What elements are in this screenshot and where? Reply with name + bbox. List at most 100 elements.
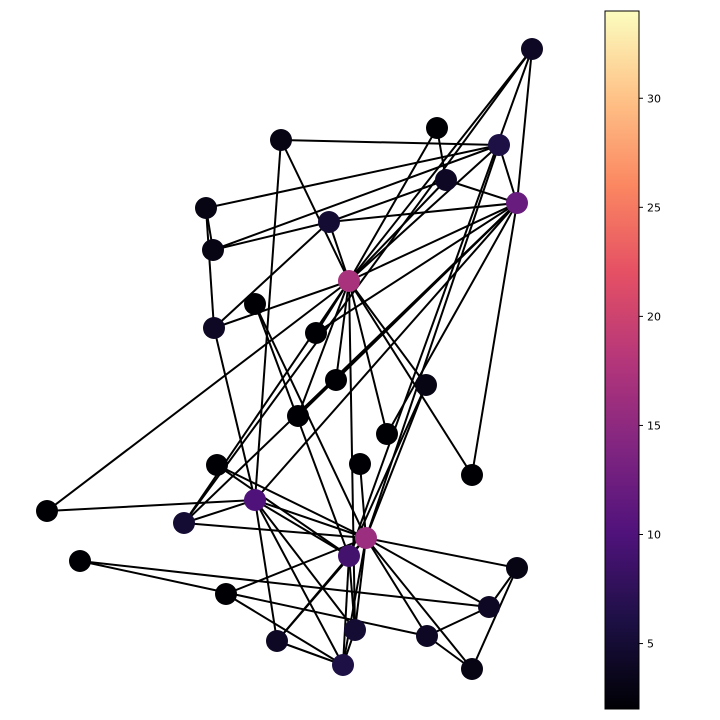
graph-edge xyxy=(254,303,367,539)
graph-node xyxy=(36,500,58,522)
graph-edge xyxy=(46,499,256,512)
colorbar-tick-label: 15 xyxy=(647,419,661,432)
graph-edge xyxy=(254,202,518,501)
graph-node xyxy=(461,464,483,486)
graph-edge xyxy=(348,384,427,557)
colorbar-gradient xyxy=(604,10,640,710)
graph-edge xyxy=(328,179,447,223)
graph-edge xyxy=(254,499,344,666)
graph-node xyxy=(488,134,510,156)
graph-node xyxy=(332,654,354,676)
graph-node xyxy=(338,545,360,567)
graph-node xyxy=(521,38,543,60)
graph-node xyxy=(69,550,91,572)
graph-edge xyxy=(225,593,344,666)
graph-edge xyxy=(183,280,350,524)
graph-node xyxy=(435,169,457,191)
colorbar: 5 10 15 20 25 30 xyxy=(604,10,661,710)
graph-node xyxy=(349,453,371,475)
graph-edge xyxy=(254,499,367,539)
graph-edge xyxy=(365,537,490,608)
graph-edge xyxy=(212,221,330,251)
graph-edge xyxy=(348,202,518,282)
graph-node xyxy=(426,117,448,139)
colorbar-ticks: 5 10 15 20 25 30 xyxy=(639,92,661,651)
colorbar-tick-label: 20 xyxy=(647,310,661,323)
graph-node xyxy=(287,405,309,427)
graph-edge xyxy=(79,560,428,637)
graph-edge xyxy=(348,280,356,631)
graph-edge xyxy=(471,567,518,670)
graph-edge xyxy=(213,221,330,329)
graph-edge xyxy=(335,280,350,381)
colorbar-tick-label: 25 xyxy=(647,201,661,214)
graph-node xyxy=(376,423,398,445)
graph-node xyxy=(506,192,528,214)
graph-edge xyxy=(426,606,490,637)
graph-edge xyxy=(254,303,350,557)
graph-edge xyxy=(183,499,256,524)
graph-edge xyxy=(348,280,473,476)
graph-node xyxy=(416,625,438,647)
graph-edge xyxy=(46,280,350,512)
graph-edge xyxy=(365,537,473,670)
graph-node xyxy=(461,658,483,680)
nodes-layer xyxy=(36,38,543,680)
graph-edge xyxy=(365,144,500,539)
graph-edge xyxy=(365,537,518,569)
graph-edge xyxy=(386,202,518,435)
graph-edge xyxy=(348,48,533,557)
colorbar-tick-label: 5 xyxy=(647,638,654,651)
graph-edge xyxy=(280,139,350,282)
graph-edge xyxy=(79,560,490,608)
graph-node xyxy=(206,454,228,476)
graph-edge xyxy=(445,179,518,204)
graph-node xyxy=(325,369,347,391)
graph-edge xyxy=(348,127,438,282)
graph-node xyxy=(203,317,225,339)
graph-edge xyxy=(216,464,350,557)
graph-edge xyxy=(328,202,518,223)
graph-edge xyxy=(216,464,367,539)
graph-node xyxy=(195,197,217,219)
graph-node xyxy=(344,619,366,641)
graph-edge xyxy=(516,48,533,204)
graph-edge xyxy=(342,555,350,666)
graph-node xyxy=(355,527,377,549)
graph-node xyxy=(338,270,360,292)
graph-node xyxy=(478,596,500,618)
graph-node xyxy=(244,293,266,315)
graph-edge xyxy=(348,144,500,282)
graph-edge xyxy=(359,463,367,539)
graph-edge xyxy=(212,144,500,251)
graph-node xyxy=(305,322,327,344)
graph-edge xyxy=(471,202,518,476)
graph-node xyxy=(215,583,237,605)
graph-node xyxy=(202,239,224,261)
graph-edge xyxy=(205,207,215,329)
graph-edge xyxy=(297,280,350,417)
graph-edge xyxy=(365,384,427,539)
colorbar-tick-label: 30 xyxy=(647,92,661,105)
graph-edge xyxy=(213,280,350,329)
graph-node xyxy=(270,129,292,151)
graph-edge xyxy=(254,499,350,557)
graph-edge xyxy=(183,522,367,539)
graph-edge xyxy=(354,537,367,631)
graph-node xyxy=(415,374,437,396)
graph-edge xyxy=(348,48,533,282)
graph-edge xyxy=(213,327,256,501)
graph-edge xyxy=(348,179,447,282)
graph-edge xyxy=(276,640,344,666)
graph-edge xyxy=(315,202,518,334)
graph-edge xyxy=(280,139,500,146)
colorbar-tick-label: 10 xyxy=(647,529,661,542)
graph-edge xyxy=(254,499,278,642)
graph-node xyxy=(506,557,528,579)
graph-edge xyxy=(365,537,428,637)
graph-node xyxy=(318,211,340,233)
edges-layer xyxy=(46,48,533,670)
graph-edge xyxy=(348,280,427,386)
graph-edge xyxy=(205,144,500,209)
